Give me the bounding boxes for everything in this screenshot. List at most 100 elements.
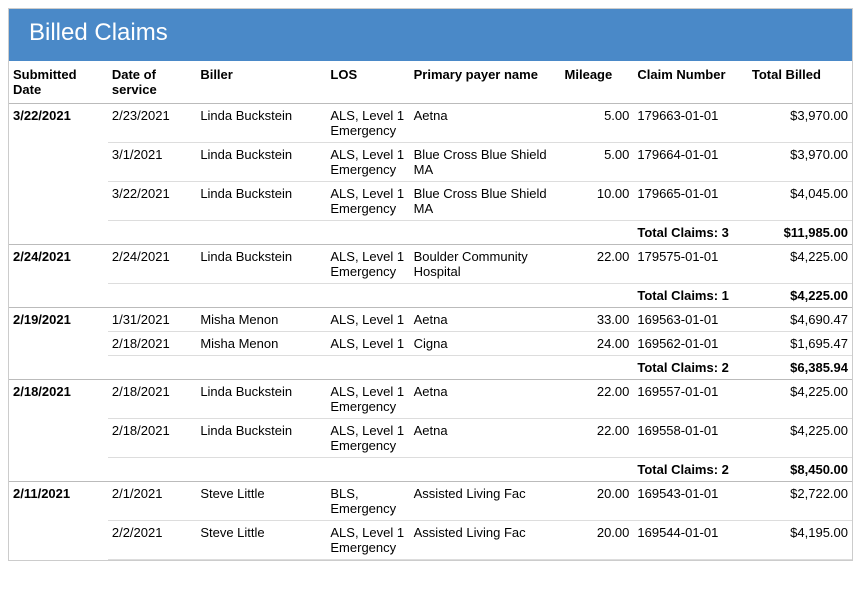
cell-dos: 3/1/2021 <box>108 143 196 182</box>
cell-biller: Linda Buckstein <box>196 419 326 458</box>
table-row: 3/22/2021Linda BucksteinALS, Level 1 Eme… <box>9 182 852 221</box>
subtotal-filler <box>108 221 634 245</box>
cell-submitted: 3/22/2021 <box>9 104 108 143</box>
subtotal-amount: $4,225.00 <box>748 284 852 308</box>
table-header-row: Submitted Date Date of service Biller LO… <box>9 61 852 104</box>
subtotal-spacer <box>9 458 108 482</box>
cell-mileage: 24.00 <box>561 332 634 356</box>
table-row: 2/18/20212/18/2021Linda BucksteinALS, Le… <box>9 380 852 419</box>
cell-dos: 2/1/2021 <box>108 482 196 521</box>
col-dos: Date of service <box>108 61 196 104</box>
cell-dos: 1/31/2021 <box>108 308 196 332</box>
cell-biller: Linda Buckstein <box>196 143 326 182</box>
cell-dos: 2/24/2021 <box>108 245 196 284</box>
subtotal-row: Total Claims: 3$11,985.00 <box>9 221 852 245</box>
cell-los: ALS, Level 1 <box>326 308 409 332</box>
cell-claim: 169544-01-01 <box>633 521 747 560</box>
cell-mileage: 22.00 <box>561 245 634 284</box>
cell-los: ALS, Level 1 Emergency <box>326 380 409 419</box>
cell-mileage: 10.00 <box>561 182 634 221</box>
col-payer: Primary payer name <box>410 61 561 104</box>
subtotal-filler <box>108 356 634 380</box>
cell-mileage: 5.00 <box>561 143 634 182</box>
subtotal-row: Total Claims: 2$6,385.94 <box>9 356 852 380</box>
cell-payer: Blue Cross Blue Shield MA <box>410 143 561 182</box>
cell-submitted: 2/11/2021 <box>9 482 108 521</box>
subtotal-claims-label: Total Claims: 2 <box>633 356 747 380</box>
table-row: 2/24/20212/24/2021Linda BucksteinALS, Le… <box>9 245 852 284</box>
subtotal-amount: $6,385.94 <box>748 356 852 380</box>
subtotal-filler <box>108 458 634 482</box>
cell-biller: Steve Little <box>196 482 326 521</box>
cell-biller: Linda Buckstein <box>196 104 326 143</box>
cell-payer: Boulder Community Hospital <box>410 245 561 284</box>
cell-billed: $4,225.00 <box>748 380 852 419</box>
cell-mileage: 22.00 <box>561 419 634 458</box>
cell-billed: $4,225.00 <box>748 245 852 284</box>
subtotal-claims-label: Total Claims: 2 <box>633 458 747 482</box>
col-claim: Claim Number <box>633 61 747 104</box>
cell-dos: 2/2/2021 <box>108 521 196 560</box>
cell-claim: 169543-01-01 <box>633 482 747 521</box>
cell-payer: Assisted Living Fac <box>410 482 561 521</box>
cell-payer: Aetna <box>410 104 561 143</box>
col-biller: Biller <box>196 61 326 104</box>
subtotal-amount: $8,450.00 <box>748 458 852 482</box>
cell-biller: Steve Little <box>196 521 326 560</box>
cell-dos: 2/18/2021 <box>108 380 196 419</box>
col-mileage: Mileage <box>561 61 634 104</box>
cell-claim: 169557-01-01 <box>633 380 747 419</box>
cell-los: ALS, Level 1 Emergency <box>326 143 409 182</box>
cell-submitted <box>9 182 108 221</box>
cell-billed: $1,695.47 <box>748 332 852 356</box>
cell-submitted <box>9 419 108 458</box>
cell-biller: Linda Buckstein <box>196 380 326 419</box>
table-row: 3/1/2021Linda BucksteinALS, Level 1 Emer… <box>9 143 852 182</box>
cell-biller: Linda Buckstein <box>196 182 326 221</box>
cell-claim: 169563-01-01 <box>633 308 747 332</box>
cell-biller: Misha Menon <box>196 332 326 356</box>
table-row: 2/18/2021Linda BucksteinALS, Level 1 Eme… <box>9 419 852 458</box>
cell-billed: $2,722.00 <box>748 482 852 521</box>
subtotal-row: Total Claims: 1$4,225.00 <box>9 284 852 308</box>
cell-mileage: 20.00 <box>561 482 634 521</box>
table-row: 2/2/2021Steve LittleALS, Level 1 Emergen… <box>9 521 852 560</box>
cell-payer: Cigna <box>410 332 561 356</box>
col-total: Total Billed <box>748 61 852 104</box>
cell-biller: Linda Buckstein <box>196 245 326 284</box>
cell-submitted: 2/24/2021 <box>9 245 108 284</box>
subtotal-spacer <box>9 284 108 308</box>
cell-claim: 179664-01-01 <box>633 143 747 182</box>
col-los: LOS <box>326 61 409 104</box>
cell-claim: 169562-01-01 <box>633 332 747 356</box>
cell-claim: 179663-01-01 <box>633 104 747 143</box>
cell-claim: 169558-01-01 <box>633 419 747 458</box>
cell-billed: $3,970.00 <box>748 104 852 143</box>
cell-mileage: 33.00 <box>561 308 634 332</box>
col-submitted: Submitted Date <box>9 61 108 104</box>
cell-payer: Aetna <box>410 419 561 458</box>
cell-los: ALS, Level 1 <box>326 332 409 356</box>
subtotal-amount: $11,985.00 <box>748 221 852 245</box>
cell-mileage: 20.00 <box>561 521 634 560</box>
cell-mileage: 5.00 <box>561 104 634 143</box>
cell-payer: Aetna <box>410 308 561 332</box>
cell-dos: 2/23/2021 <box>108 104 196 143</box>
cell-los: ALS, Level 1 Emergency <box>326 182 409 221</box>
cell-payer: Aetna <box>410 380 561 419</box>
cell-los: ALS, Level 1 Emergency <box>326 521 409 560</box>
subtotal-row: Total Claims: 2$8,450.00 <box>9 458 852 482</box>
subtotal-claims-label: Total Claims: 1 <box>633 284 747 308</box>
page-title: Billed Claims <box>9 9 852 61</box>
cell-billed: $4,195.00 <box>748 521 852 560</box>
cell-mileage: 22.00 <box>561 380 634 419</box>
cell-billed: $4,225.00 <box>748 419 852 458</box>
cell-payer: Assisted Living Fac <box>410 521 561 560</box>
cell-dos: 2/18/2021 <box>108 332 196 356</box>
cell-biller: Misha Menon <box>196 308 326 332</box>
cell-claim: 179575-01-01 <box>633 245 747 284</box>
cell-billed: $4,690.47 <box>748 308 852 332</box>
cell-dos: 3/22/2021 <box>108 182 196 221</box>
report-frame: Billed Claims Submitted Date Date of ser… <box>8 8 853 561</box>
cell-los: ALS, Level 1 Emergency <box>326 104 409 143</box>
